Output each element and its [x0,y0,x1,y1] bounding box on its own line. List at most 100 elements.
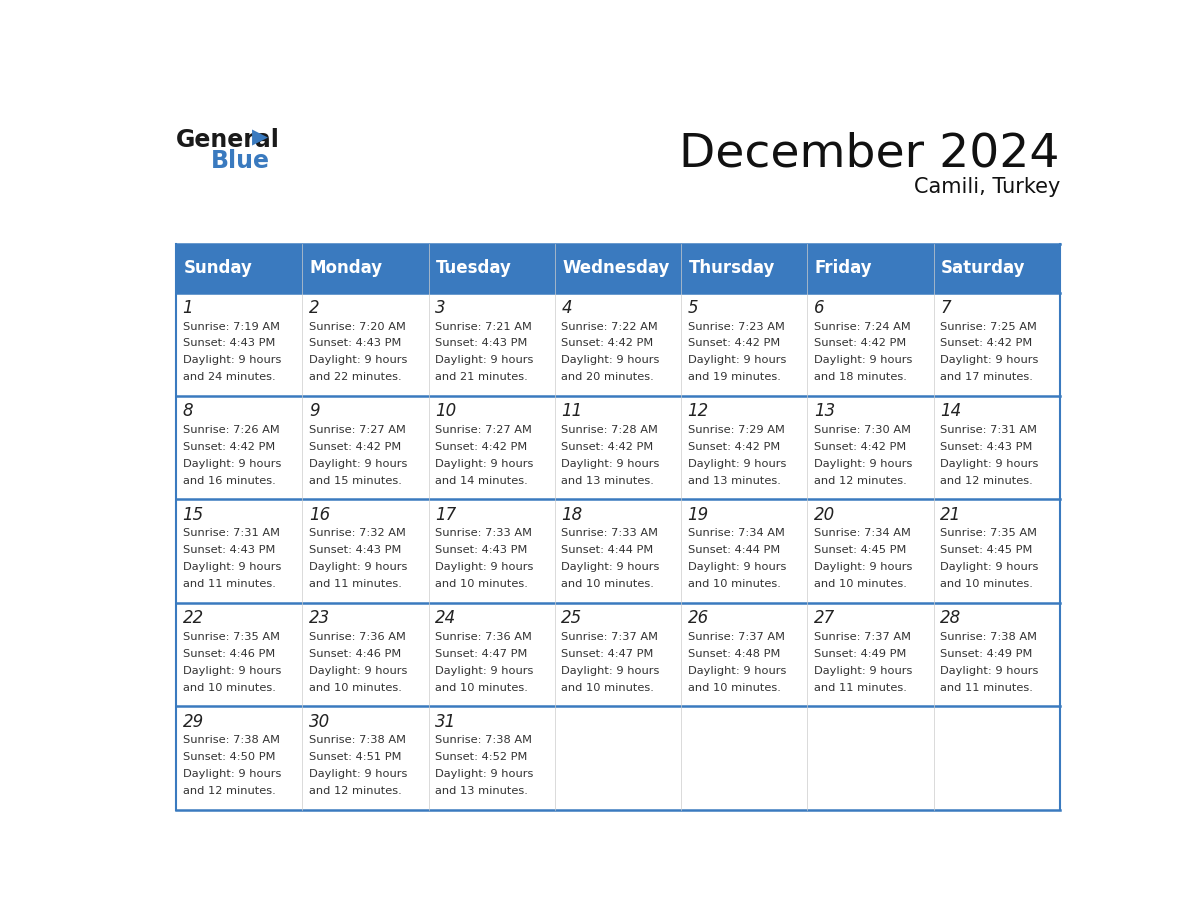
Text: and 10 minutes.: and 10 minutes. [688,579,781,589]
Bar [176,244,1060,293]
Point [1053,804,1067,815]
Text: Sunrise: 7:38 AM: Sunrise: 7:38 AM [940,632,1037,642]
Text: Sunset: 4:42 PM: Sunset: 4:42 PM [435,442,527,452]
Text: Sunset: 4:42 PM: Sunset: 4:42 PM [814,442,906,452]
Text: Sunset: 4:47 PM: Sunset: 4:47 PM [562,649,653,659]
Point [801,239,815,250]
Text: 24: 24 [435,610,456,627]
Text: Sunset: 4:45 PM: Sunset: 4:45 PM [814,545,906,555]
Bar [176,499,1060,603]
Text: and 10 minutes.: and 10 minutes. [435,579,527,589]
Text: 12: 12 [688,402,709,420]
Text: 11: 11 [562,402,582,420]
Text: Daylight: 9 hours: Daylight: 9 hours [814,666,912,676]
Text: Sunrise: 7:27 AM: Sunrise: 7:27 AM [435,425,532,435]
Text: 18: 18 [562,506,582,524]
Text: Daylight: 9 hours: Daylight: 9 hours [435,459,533,469]
Text: and 12 minutes.: and 12 minutes. [814,476,906,486]
Text: Daylight: 9 hours: Daylight: 9 hours [435,666,533,676]
Point [927,804,941,815]
Text: Sunrise: 7:31 AM: Sunrise: 7:31 AM [940,425,1037,435]
Text: Sunset: 4:43 PM: Sunset: 4:43 PM [435,545,527,555]
Text: Saturday: Saturday [941,260,1025,277]
Text: and 24 minutes.: and 24 minutes. [183,373,276,383]
Text: Sunset: 4:42 PM: Sunset: 4:42 PM [183,442,274,452]
Text: and 22 minutes.: and 22 minutes. [309,373,402,383]
Text: 28: 28 [940,610,961,627]
Text: 26: 26 [688,610,709,627]
Text: and 17 minutes.: and 17 minutes. [940,373,1034,383]
Point [422,239,436,250]
Text: Daylight: 9 hours: Daylight: 9 hours [562,563,659,573]
Text: Sunset: 4:52 PM: Sunset: 4:52 PM [435,753,527,763]
Text: Sunset: 4:43 PM: Sunset: 4:43 PM [309,545,402,555]
Text: General: General [176,128,280,151]
Text: Sunrise: 7:36 AM: Sunrise: 7:36 AM [309,632,406,642]
Text: Sunset: 4:51 PM: Sunset: 4:51 PM [309,753,402,763]
Text: 30: 30 [309,713,330,731]
Text: Daylight: 9 hours: Daylight: 9 hours [814,355,912,365]
Text: Sunrise: 7:33 AM: Sunrise: 7:33 AM [562,529,658,539]
Text: Sunrise: 7:23 AM: Sunrise: 7:23 AM [688,321,784,331]
Text: Daylight: 9 hours: Daylight: 9 hours [562,459,659,469]
Point [422,804,436,815]
Text: and 11 minutes.: and 11 minutes. [814,683,906,693]
Text: 9: 9 [309,402,320,420]
Bar [176,396,1060,499]
Text: 23: 23 [309,610,330,627]
Text: and 13 minutes.: and 13 minutes. [435,787,527,796]
Point [169,239,183,250]
Text: and 11 minutes.: and 11 minutes. [940,683,1034,693]
Text: Sunset: 4:46 PM: Sunset: 4:46 PM [183,649,274,659]
Text: Daylight: 9 hours: Daylight: 9 hours [183,355,280,365]
Text: Daylight: 9 hours: Daylight: 9 hours [688,355,786,365]
Text: 8: 8 [183,402,194,420]
Text: Wednesday: Wednesday [562,260,670,277]
Text: and 20 minutes.: and 20 minutes. [562,373,655,383]
Text: and 10 minutes.: and 10 minutes. [562,683,655,693]
Point [927,239,941,250]
Text: and 10 minutes.: and 10 minutes. [562,579,655,589]
Text: and 14 minutes.: and 14 minutes. [435,476,527,486]
Point [674,239,688,250]
Text: Sunrise: 7:22 AM: Sunrise: 7:22 AM [562,321,658,331]
Text: Sunset: 4:43 PM: Sunset: 4:43 PM [183,339,274,349]
Text: Daylight: 9 hours: Daylight: 9 hours [435,563,533,573]
Text: 19: 19 [688,506,709,524]
Text: and 10 minutes.: and 10 minutes. [435,683,527,693]
Text: Sunset: 4:42 PM: Sunset: 4:42 PM [309,442,402,452]
Text: 21: 21 [940,506,961,524]
Text: 2: 2 [309,299,320,317]
Text: Sunset: 4:49 PM: Sunset: 4:49 PM [814,649,906,659]
Text: Daylight: 9 hours: Daylight: 9 hours [309,459,407,469]
Text: Tuesday: Tuesday [436,260,512,277]
Text: Sunrise: 7:19 AM: Sunrise: 7:19 AM [183,321,279,331]
Text: and 21 minutes.: and 21 minutes. [435,373,527,383]
Text: Daylight: 9 hours: Daylight: 9 hours [940,563,1038,573]
Text: Daylight: 9 hours: Daylight: 9 hours [309,769,407,779]
Text: and 12 minutes.: and 12 minutes. [183,787,276,796]
Text: 16: 16 [309,506,330,524]
Text: Sunset: 4:43 PM: Sunset: 4:43 PM [183,545,274,555]
Text: and 19 minutes.: and 19 minutes. [688,373,781,383]
Text: Sunrise: 7:20 AM: Sunrise: 7:20 AM [309,321,406,331]
Text: Monday: Monday [310,260,383,277]
Text: Sunrise: 7:34 AM: Sunrise: 7:34 AM [814,529,911,539]
Bar [176,603,1060,707]
Text: Sunset: 4:43 PM: Sunset: 4:43 PM [309,339,402,349]
Text: Sunrise: 7:38 AM: Sunrise: 7:38 AM [309,735,406,745]
Point [296,804,310,815]
Text: Sunrise: 7:34 AM: Sunrise: 7:34 AM [688,529,784,539]
Text: and 10 minutes.: and 10 minutes. [309,683,402,693]
Text: Sunrise: 7:35 AM: Sunrise: 7:35 AM [183,632,279,642]
Text: and 10 minutes.: and 10 minutes. [940,579,1034,589]
Text: Daylight: 9 hours: Daylight: 9 hours [814,563,912,573]
Text: Sunset: 4:43 PM: Sunset: 4:43 PM [435,339,527,349]
Text: Sunrise: 7:25 AM: Sunrise: 7:25 AM [940,321,1037,331]
Text: 20: 20 [814,506,835,524]
Text: Sunrise: 7:32 AM: Sunrise: 7:32 AM [309,529,406,539]
Text: and 11 minutes.: and 11 minutes. [183,579,276,589]
Text: Daylight: 9 hours: Daylight: 9 hours [435,355,533,365]
Text: Sunset: 4:45 PM: Sunset: 4:45 PM [940,545,1032,555]
Text: 7: 7 [940,299,950,317]
